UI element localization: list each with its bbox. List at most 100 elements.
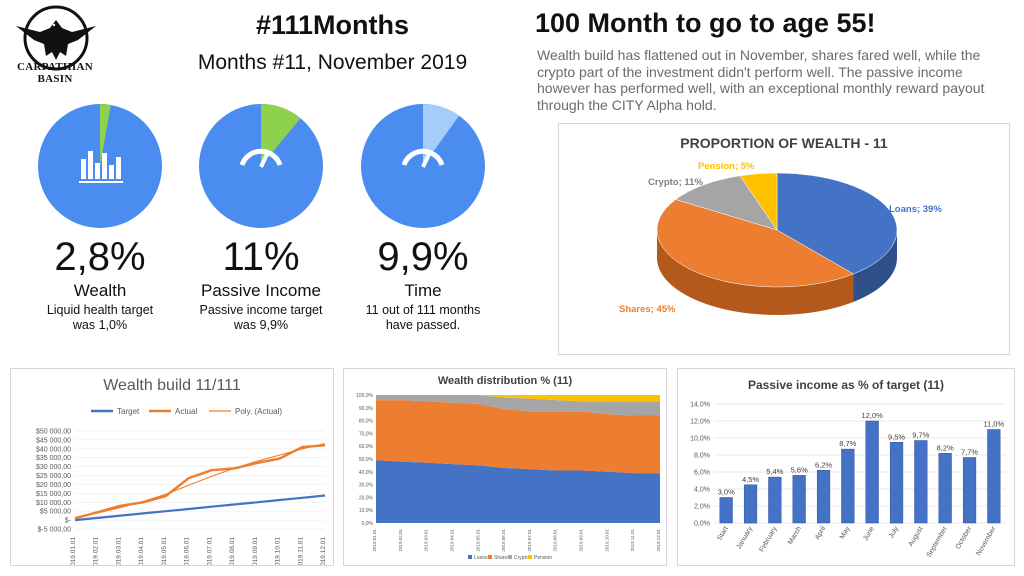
y-tick-label: $40 000,00 <box>36 446 71 453</box>
kpi-passive-income: 11% Passive Income Passive income target… <box>186 235 336 333</box>
y-tick-label: $30 000,00 <box>36 464 71 471</box>
pie-data-label: Pension; 5% <box>698 161 755 172</box>
x-tick-label: 2019.06.01 <box>184 537 191 565</box>
y-tick-label: 10,0% <box>690 436 710 443</box>
x-tick-label: 2019.11.01 <box>630 529 635 552</box>
x-tick-label: 2019.08.01 <box>553 529 558 552</box>
data-label: 8,2% <box>937 443 954 452</box>
y-tick-label: 10,0% <box>359 508 374 514</box>
legend-swatch <box>528 555 532 559</box>
x-tick-label: 2019.06.01 <box>501 529 506 552</box>
gauge-fill <box>261 104 301 166</box>
pie-chart: Loans; 39% Shares; 45% Crypto; 11% Pension;… <box>619 161 942 315</box>
y-tick-label: $10 000,00 <box>36 500 71 507</box>
y-tick-label: 80,0% <box>359 419 374 425</box>
y-tick-label: 0,0% <box>362 521 374 527</box>
speedometer-icon <box>401 148 445 168</box>
bar <box>962 457 977 524</box>
y-tick-label: 0,0% <box>694 521 710 528</box>
bar <box>987 429 1001 524</box>
y-tick-label: 90,0% <box>359 406 374 412</box>
legend-swatch <box>488 555 492 559</box>
kpi-value: 2,8% <box>54 235 146 279</box>
data-label: 8,7% <box>839 439 856 448</box>
y-tick-label: $25 000,00 <box>36 473 71 480</box>
line-chart: $50 000,00$45 000,00 $40 000,00 $35 000,00… <box>36 407 327 565</box>
x-tick-label: 2019.01.01 <box>372 529 377 552</box>
bar <box>768 476 782 524</box>
y-tick-label: $35 000,00 <box>36 455 71 462</box>
y-tick-label: $45 000,00 <box>36 437 71 444</box>
pie-slice-crypto <box>675 175 778 231</box>
legend-label: Poly. (Actual) <box>235 407 282 416</box>
x-tick-label: 2019.07.01 <box>527 529 532 552</box>
x-tick-label: June <box>862 525 876 542</box>
kpi-sub: 11 out of 111 months <box>365 303 481 317</box>
x-tick-label: March <box>787 525 803 545</box>
x-tick-label: 2019.12.01 <box>656 529 661 552</box>
x-tick-label: July <box>888 525 901 540</box>
bar <box>889 442 904 524</box>
x-tick-label: February <box>758 525 778 553</box>
legend-label: Loans <box>474 555 488 561</box>
pie-data-label: Shares; 45% <box>619 304 676 315</box>
y-tick-label: 14,0% <box>690 402 710 409</box>
y-tick-label: 30,0% <box>359 483 374 489</box>
chart-title: Passive income as % of target (11) <box>747 378 945 392</box>
data-label: 12,0% <box>862 411 884 420</box>
legend-swatch <box>468 555 472 559</box>
data-label: 6,2% <box>815 460 832 469</box>
y-tick-label: 100,0% <box>356 393 374 399</box>
x-tick-label: November <box>975 525 998 557</box>
area-series-shares <box>376 400 660 474</box>
x-tick-label: 2019.10.01 <box>604 529 609 552</box>
line-chart-panel: Wealth build 11/111 $50 000,00 $45 000,00… <box>10 368 334 566</box>
bar <box>914 440 928 524</box>
kpi-label: Passive Income <box>201 281 321 300</box>
y-tick-label: $50 000,00 <box>36 429 71 436</box>
y-tick-label: 20,0% <box>359 495 374 501</box>
x-tick-label: 2019.07.01 <box>206 537 213 565</box>
y-tick-label: 4,0% <box>694 487 710 494</box>
x-tick-label: 2019.10.01 <box>275 537 282 565</box>
gauge-fill <box>100 104 111 166</box>
x-tick-label: 2019.08.01 <box>229 537 236 565</box>
description: Wealth build has flattened out in Novemb… <box>537 47 985 113</box>
bar <box>816 470 831 524</box>
gauge-passive-income <box>198 103 324 229</box>
area-series-crypto <box>376 395 660 416</box>
data-label: 9,5% <box>888 432 905 441</box>
data-label: 7,7% <box>961 448 978 457</box>
y-tick-label: 2,0% <box>694 504 710 511</box>
y-tick-label: 8,0% <box>694 453 710 460</box>
y-tick-label: 50,0% <box>359 457 374 463</box>
data-label: 11,0% <box>983 420 1004 429</box>
area-chart-panel: Wealth distribution % (11) 100,0% 90,0% 80… <box>343 368 667 566</box>
kpi-sub: Liquid health target <box>46 303 154 317</box>
y-tick-label: $20 000,00 <box>36 482 71 489</box>
pie-data-label: Crypto; 11% <box>648 177 703 188</box>
bar-chart: 14,0% 12,0% 10,0% 8,0% 6,0% 4,0% 2,0% 0,0% 3,0% S… <box>690 402 1006 559</box>
pie-slice-loans <box>776 172 898 275</box>
pie-slice-pension <box>739 172 778 231</box>
area-chart: 100,0% 90,0% 80,0% 70,0% 60,0% 50,0% 40,0% 30,0… <box>356 393 661 561</box>
data-label: 9,7% <box>912 431 929 440</box>
legend-label: Crypto <box>514 555 529 561</box>
raven-icon <box>16 5 96 71</box>
x-tick-label: 2019.04.01 <box>449 529 454 552</box>
y-tick-label: 12,0% <box>690 419 710 426</box>
y-tick-label: 40,0% <box>359 470 374 476</box>
x-tick-label: 2019.05.01 <box>475 529 480 552</box>
x-tick-label: September <box>926 525 950 559</box>
y-tick-label: 70,0% <box>359 431 374 437</box>
x-tick-label: October <box>955 525 974 551</box>
chart-title: Wealth distribution % (11) <box>437 375 573 387</box>
area-series-loans <box>376 460 660 523</box>
legend-label: Actual <box>175 407 197 416</box>
x-tick-label: January <box>736 525 755 550</box>
y-tick-label: $- <box>65 518 72 525</box>
bar-chart-panel: Passive income as % of target (11) 14,0%… <box>677 368 1015 566</box>
data-label: 5,6% <box>791 465 808 474</box>
x-tick-label: 2019.09.01 <box>252 537 259 565</box>
bar-chart-icon <box>79 151 123 183</box>
